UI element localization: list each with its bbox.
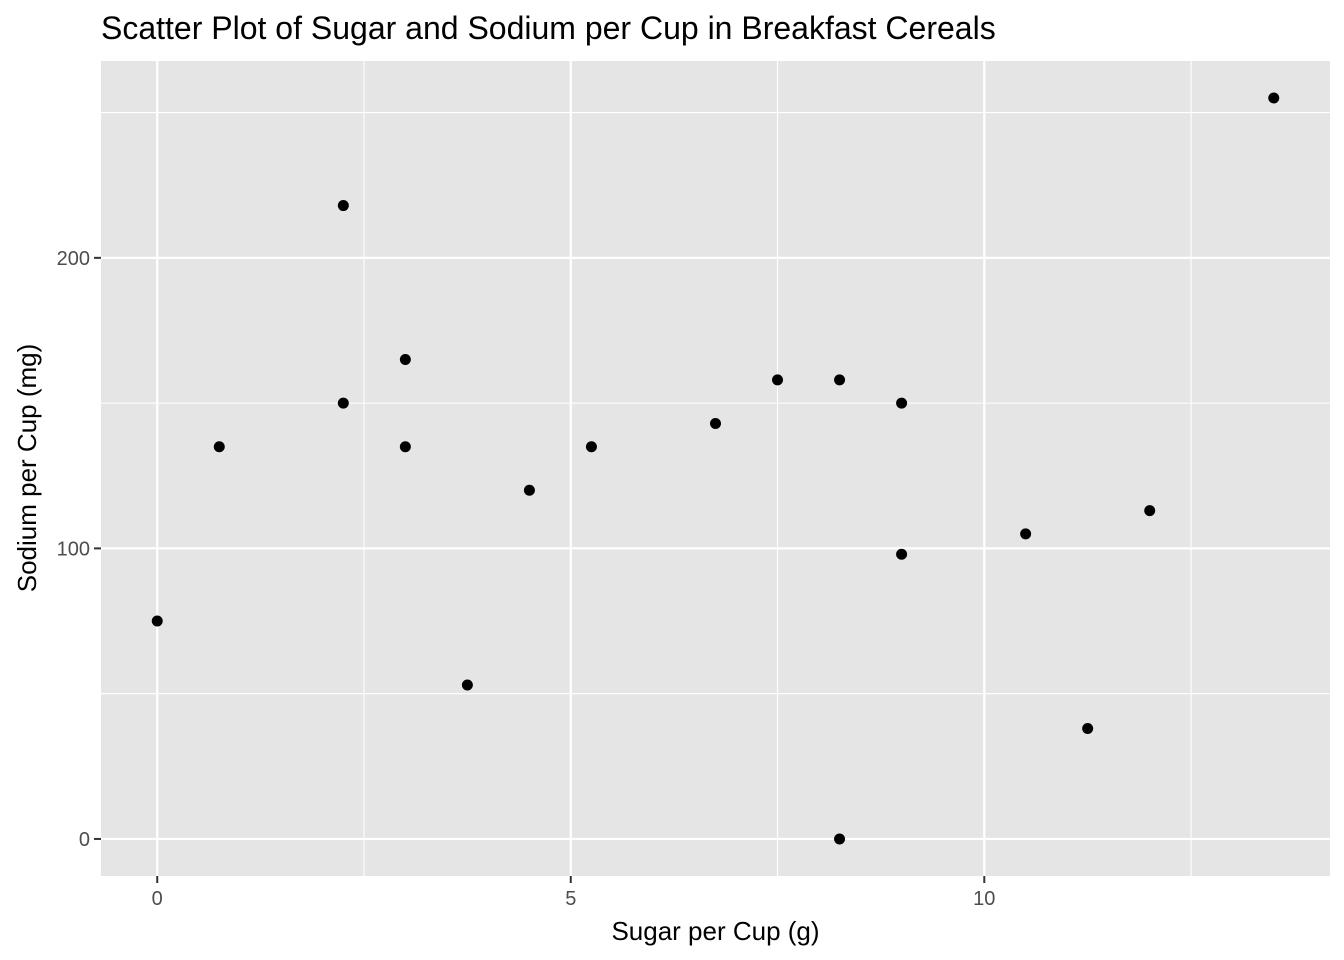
data-point (399, 354, 411, 366)
x-tick-label: 0 (152, 888, 163, 910)
data-point (1268, 92, 1280, 104)
x-tick-label: 5 (565, 888, 576, 910)
data-point (337, 397, 349, 409)
data-point (896, 548, 908, 560)
data-point (834, 833, 846, 845)
x-axis: 0 5 10 (152, 876, 995, 910)
data-point (710, 417, 721, 429)
data-point (461, 679, 473, 691)
data-point (585, 441, 597, 453)
x-tick-label: 10 (973, 888, 995, 910)
data-point (213, 441, 225, 453)
data-point (896, 397, 908, 409)
x-axis-title: Sugar per Cup (g) (611, 916, 819, 946)
data-point (772, 374, 784, 386)
y-axis: 0 100 200 (57, 248, 101, 851)
data-point (523, 484, 535, 496)
y-tick-label: 100 (57, 538, 90, 560)
data-points (151, 92, 1280, 845)
data-point (399, 441, 411, 453)
plot-panel (101, 61, 1330, 876)
data-point (337, 200, 349, 212)
chart-title: Scatter Plot of Sugar and Sodium per Cup… (101, 10, 996, 46)
data-point (1144, 505, 1156, 517)
data-point (834, 374, 846, 386)
data-point (1082, 723, 1094, 735)
data-point (1020, 528, 1032, 540)
data-point (151, 615, 163, 627)
y-tick-label: 200 (57, 248, 90, 270)
y-axis-title: Sodium per Cup (mg) (12, 344, 42, 593)
minor-gridlines (101, 61, 1330, 876)
y-tick-label: 0 (79, 829, 90, 851)
major-gridlines (101, 61, 1330, 876)
